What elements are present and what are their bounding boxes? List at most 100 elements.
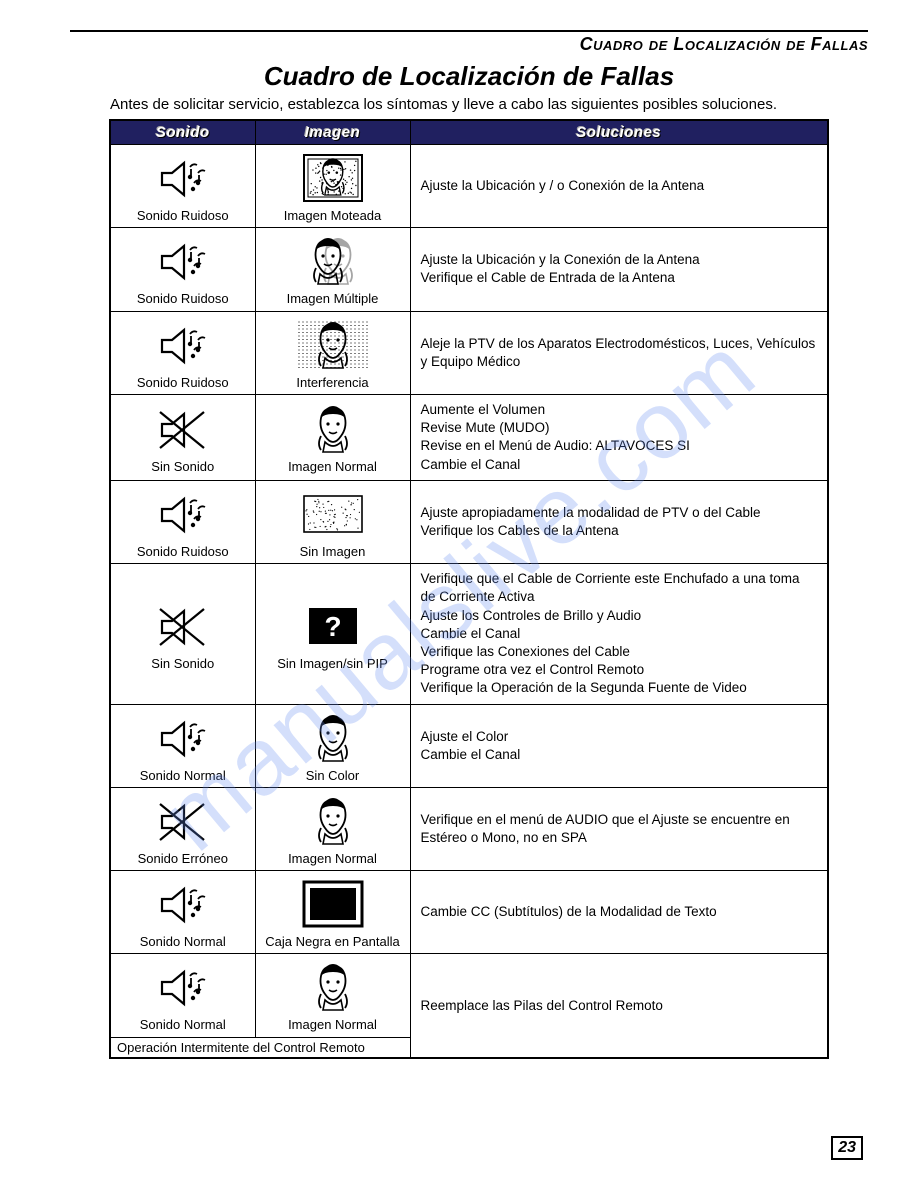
image-cell: Caja Negra en Pantalla — [255, 871, 410, 954]
image-cell: ? Sin Imagen/sin PIP — [255, 564, 410, 705]
image-label: Sin Imagen/sin PIP — [258, 657, 408, 671]
image-label: Caja Negra en Pantalla — [258, 935, 408, 949]
footer-note: Operación Intermitente del Control Remot… — [110, 1037, 410, 1058]
solution-cell: Aumente el VolumenRevise Mute (MUDO)Revi… — [410, 394, 828, 480]
solution-line: Verifique que el Cable de Corriente este… — [421, 570, 818, 606]
speaker-normal-icon — [113, 875, 253, 933]
tv-noimage-icon — [258, 485, 408, 543]
sound-label: Sonido Ruidoso — [113, 376, 253, 390]
image-cell: Interferencia — [255, 311, 410, 394]
solution-line: Verifique en el menú de AUDIO que el Aju… — [421, 811, 818, 847]
image-label: Sin Color — [258, 769, 408, 783]
speaker-noisy-icon — [113, 485, 253, 543]
image-cell: Imagen Normal — [255, 954, 410, 1037]
image-label: Imagen Normal — [258, 460, 408, 474]
sound-cell: Sonido Ruidoso — [110, 145, 255, 228]
speaker-normal-icon — [113, 709, 253, 767]
sound-cell: Sonido Erróneo — [110, 787, 255, 870]
sound-cell: Sonido Ruidoso — [110, 311, 255, 394]
table-header-row: Sonido Imagen Soluciones — [110, 120, 828, 145]
speaker-normal-icon — [113, 958, 253, 1016]
solution-line: Cambie el Canal — [421, 625, 818, 643]
solution-line: Cambie el Canal — [421, 456, 818, 474]
sound-cell: Sin Sonido — [110, 564, 255, 705]
face-normal-icon — [258, 792, 408, 850]
sound-label: Sonido Ruidoso — [113, 545, 253, 559]
troubleshooting-table: Sonido Imagen Soluciones Sonido RuidosoI… — [109, 119, 829, 1059]
solution-cell: Cambie CC (Subtítulos) de la Modalidad d… — [410, 871, 828, 954]
solution-cell: Ajuste apropiadamente la modalidad de PT… — [410, 480, 828, 563]
sound-label: Sonido Normal — [113, 1018, 253, 1032]
speaker-noisy-icon — [113, 149, 253, 207]
table-row: Sonido Ruidoso Interferencia Aleje la PTV … — [110, 311, 828, 394]
col-image: Imagen — [255, 120, 410, 145]
svg-text:?: ? — [324, 611, 341, 642]
solution-line: Verifique los Cables de la Antena — [421, 522, 818, 540]
image-label: Imagen Normal — [258, 1018, 408, 1032]
sound-label: Sonido Ruidoso — [113, 209, 253, 223]
solution-cell: Ajuste la Ubicación y / o Conexión de la… — [410, 145, 828, 228]
solution-cell: Aleje la PTV de los Aparatos Electrodomé… — [410, 311, 828, 394]
speaker-crossed-icon — [113, 400, 253, 458]
table-row: Sonido Normal Imagen Normal Reemplace las … — [110, 954, 828, 1037]
solution-line: Aleje la PTV de los Aparatos Electrodomé… — [421, 335, 818, 371]
face-normal-icon — [258, 958, 408, 1016]
image-label: Imagen Moteada — [258, 209, 408, 223]
table-row: Sin Sonido Imagen NormalAumente el Volume… — [110, 394, 828, 480]
page-title: Cuadro de Localización de Fallas — [70, 61, 868, 92]
image-cell: Imagen Normal — [255, 394, 410, 480]
image-label: Sin Imagen — [258, 545, 408, 559]
solution-line: Revise Mute (MUDO) — [421, 419, 818, 437]
solution-line: Cambie CC (Subtítulos) de la Modalidad d… — [421, 903, 818, 921]
solution-cell: Ajuste el ColorCambie el Canal — [410, 704, 828, 787]
face-nocolor-icon — [258, 709, 408, 767]
speaker-crossed-icon — [113, 597, 253, 655]
sound-cell: Sin Sonido — [110, 394, 255, 480]
col-solutions: Soluciones — [410, 120, 828, 145]
image-cell: Sin Color — [255, 704, 410, 787]
table-row: Sin Sonido? Sin Imagen/sin PIP Verifique q… — [110, 564, 828, 705]
sound-label: Sonido Normal — [113, 769, 253, 783]
solution-cell: Verifique en el menú de AUDIO que el Aju… — [410, 787, 828, 870]
sound-label: Sin Sonido — [113, 657, 253, 671]
speaker-noisy-icon — [113, 232, 253, 290]
solution-line: Ajuste la Ubicación y la Conexión de la … — [421, 251, 818, 269]
sound-cell: Sonido Ruidoso — [110, 480, 255, 563]
solution-cell: Verifique que el Cable de Corriente este… — [410, 564, 828, 705]
solution-cell: Reemplace las Pilas del Control Remoto — [410, 954, 828, 1058]
image-cell: Imagen Normal — [255, 787, 410, 870]
image-cell: Imagen Múltiple — [255, 228, 410, 311]
solution-line: Ajuste el Color — [421, 728, 818, 746]
image-cell: Imagen Moteada — [255, 145, 410, 228]
solution-cell: Ajuste la Ubicación y la Conexión de la … — [410, 228, 828, 311]
sound-label: Sonido Normal — [113, 935, 253, 949]
page-header: Cuadro de Localización de Fallas — [70, 34, 868, 55]
table-row: Sonido Ruidoso Sin ImagenAjuste apropiada… — [110, 480, 828, 563]
face-normal-icon — [258, 400, 408, 458]
col-sound: Sonido — [110, 120, 255, 145]
tv-blackbox-icon — [258, 875, 408, 933]
solution-line: Reemplace las Pilas del Control Remoto — [421, 997, 818, 1015]
solution-line: Revise en el Menú de Audio: ALTAVOCES SI — [421, 437, 818, 455]
table-row: Sonido NormalSin ColorAjuste el ColorCam… — [110, 704, 828, 787]
table-row: Sonido Ruidoso Imagen Moteada Ajuste la Ub… — [110, 145, 828, 228]
sound-cell: Sonido Ruidoso — [110, 228, 255, 311]
solution-line: Verifique las Conexiones del Cable — [421, 643, 818, 661]
page-number: 23 — [831, 1136, 863, 1160]
tv-question-icon: ? — [258, 597, 408, 655]
speaker-crossed-icon — [113, 792, 253, 850]
sound-label: Sonido Erróneo — [113, 852, 253, 866]
solution-line: Verifique la Operación de la Segunda Fue… — [421, 679, 818, 697]
table-row: Sonido ErróneoImagen Normal Verifique en … — [110, 787, 828, 870]
sound-cell: Sonido Normal — [110, 871, 255, 954]
sound-cell: Sonido Normal — [110, 704, 255, 787]
intro-text: Antes de solicitar servicio, establezca … — [110, 96, 848, 113]
image-cell: Sin Imagen — [255, 480, 410, 563]
solution-line: Cambie el Canal — [421, 746, 818, 764]
solution-line: Programe otra vez el Control Remoto — [421, 661, 818, 679]
image-label: Interferencia — [258, 376, 408, 390]
solution-line: Ajuste la Ubicación y / o Conexión de la… — [421, 177, 818, 195]
header-rule — [70, 30, 868, 32]
sound-label: Sin Sonido — [113, 460, 253, 474]
table-row: Sonido Normal Caja Negra en Pantalla Cambi… — [110, 871, 828, 954]
